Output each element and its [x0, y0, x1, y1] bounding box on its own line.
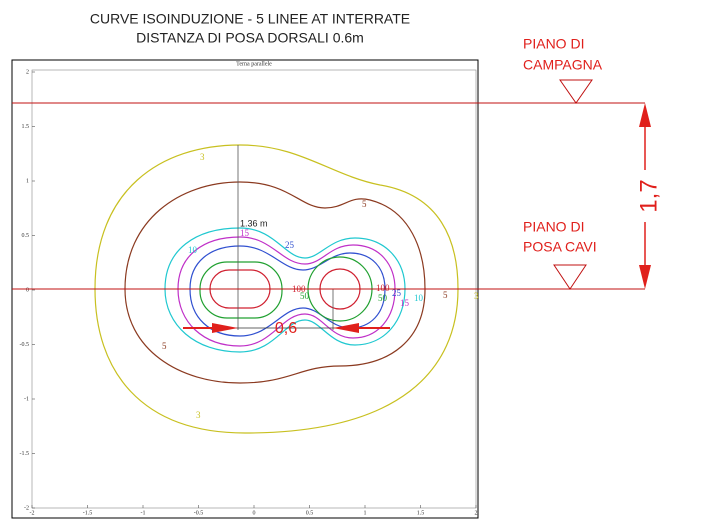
y-tick-label: 2 — [26, 69, 29, 75]
arrow — [639, 265, 651, 289]
y-tick-label: -1 — [24, 396, 29, 402]
contour-label: 10 — [188, 245, 198, 255]
contour-label: 10 — [414, 293, 424, 303]
depth-dimension: 1,7 — [635, 179, 662, 212]
contour-label: 3 — [196, 410, 201, 420]
level-marker — [559, 79, 593, 104]
contour-label: 100 — [376, 283, 390, 293]
arrow — [333, 323, 359, 333]
contour-label: 25 — [285, 240, 295, 250]
arrow — [212, 323, 238, 333]
contour-label: 3 — [474, 291, 479, 301]
contour-label: 5 — [362, 199, 367, 209]
x-tick-label: 1 — [364, 510, 367, 516]
x-tick-label: 1.5 — [417, 510, 425, 516]
x-tick-label: -1.5 — [83, 510, 93, 516]
contour-label: 50 — [300, 291, 310, 301]
plot-title: Terna parallele — [236, 61, 272, 67]
contour-label: 5 — [443, 290, 448, 300]
y-tick-label: 0.5 — [22, 233, 30, 239]
contour-label: 15 — [400, 298, 410, 308]
y-tick-label: 1.5 — [22, 124, 30, 130]
level-marker — [553, 264, 587, 290]
arrow — [639, 103, 651, 127]
x-tick-label: 2 — [475, 510, 478, 516]
cable-label: POSA CAVI — [523, 239, 597, 255]
contour-3 — [94, 144, 459, 434]
spacing-label: 0,6 — [275, 320, 297, 337]
ground-label: PIANO DI — [523, 36, 584, 52]
x-tick-label: 0.5 — [306, 510, 314, 516]
contour-50-left — [199, 261, 283, 319]
contour-5 — [124, 181, 426, 384]
y-tick-label: -2 — [24, 505, 29, 511]
y-tick-label: -1.5 — [20, 451, 30, 457]
contour-label: 15 — [240, 228, 250, 238]
contour-label: 3 — [200, 152, 205, 162]
title: CURVE ISOINDUZIONE - 5 LINEE AT INTERRAT… — [90, 11, 410, 27]
ticks: -2 -1.5 -1 -0.5 0 0.5 1 1.5 2 2 1.5 1 0.5 0 -0.5 -1 -1.5… — [20, 69, 478, 516]
depth-label: 1.36 m — [240, 218, 268, 228]
contour-label: 5 — [162, 341, 167, 351]
contour-label: 50 — [378, 293, 388, 303]
cable-label: PIANO DI — [523, 219, 584, 235]
contour-label: 25 — [392, 288, 402, 298]
y-tick-label: 1 — [26, 178, 29, 184]
x-tick-label: 0 — [253, 510, 256, 516]
y-tick-label: 0 — [26, 287, 29, 293]
x-tick-label: -0.5 — [194, 510, 204, 516]
y-tick-label: -0.5 — [20, 342, 30, 348]
x-tick-label: -1 — [141, 510, 146, 516]
x-tick-label: -2 — [30, 510, 35, 516]
subtitle: DISTANZA DI POSA DORSALI 0.6m — [136, 30, 364, 46]
ground-label: CAMPAGNA — [523, 57, 603, 73]
